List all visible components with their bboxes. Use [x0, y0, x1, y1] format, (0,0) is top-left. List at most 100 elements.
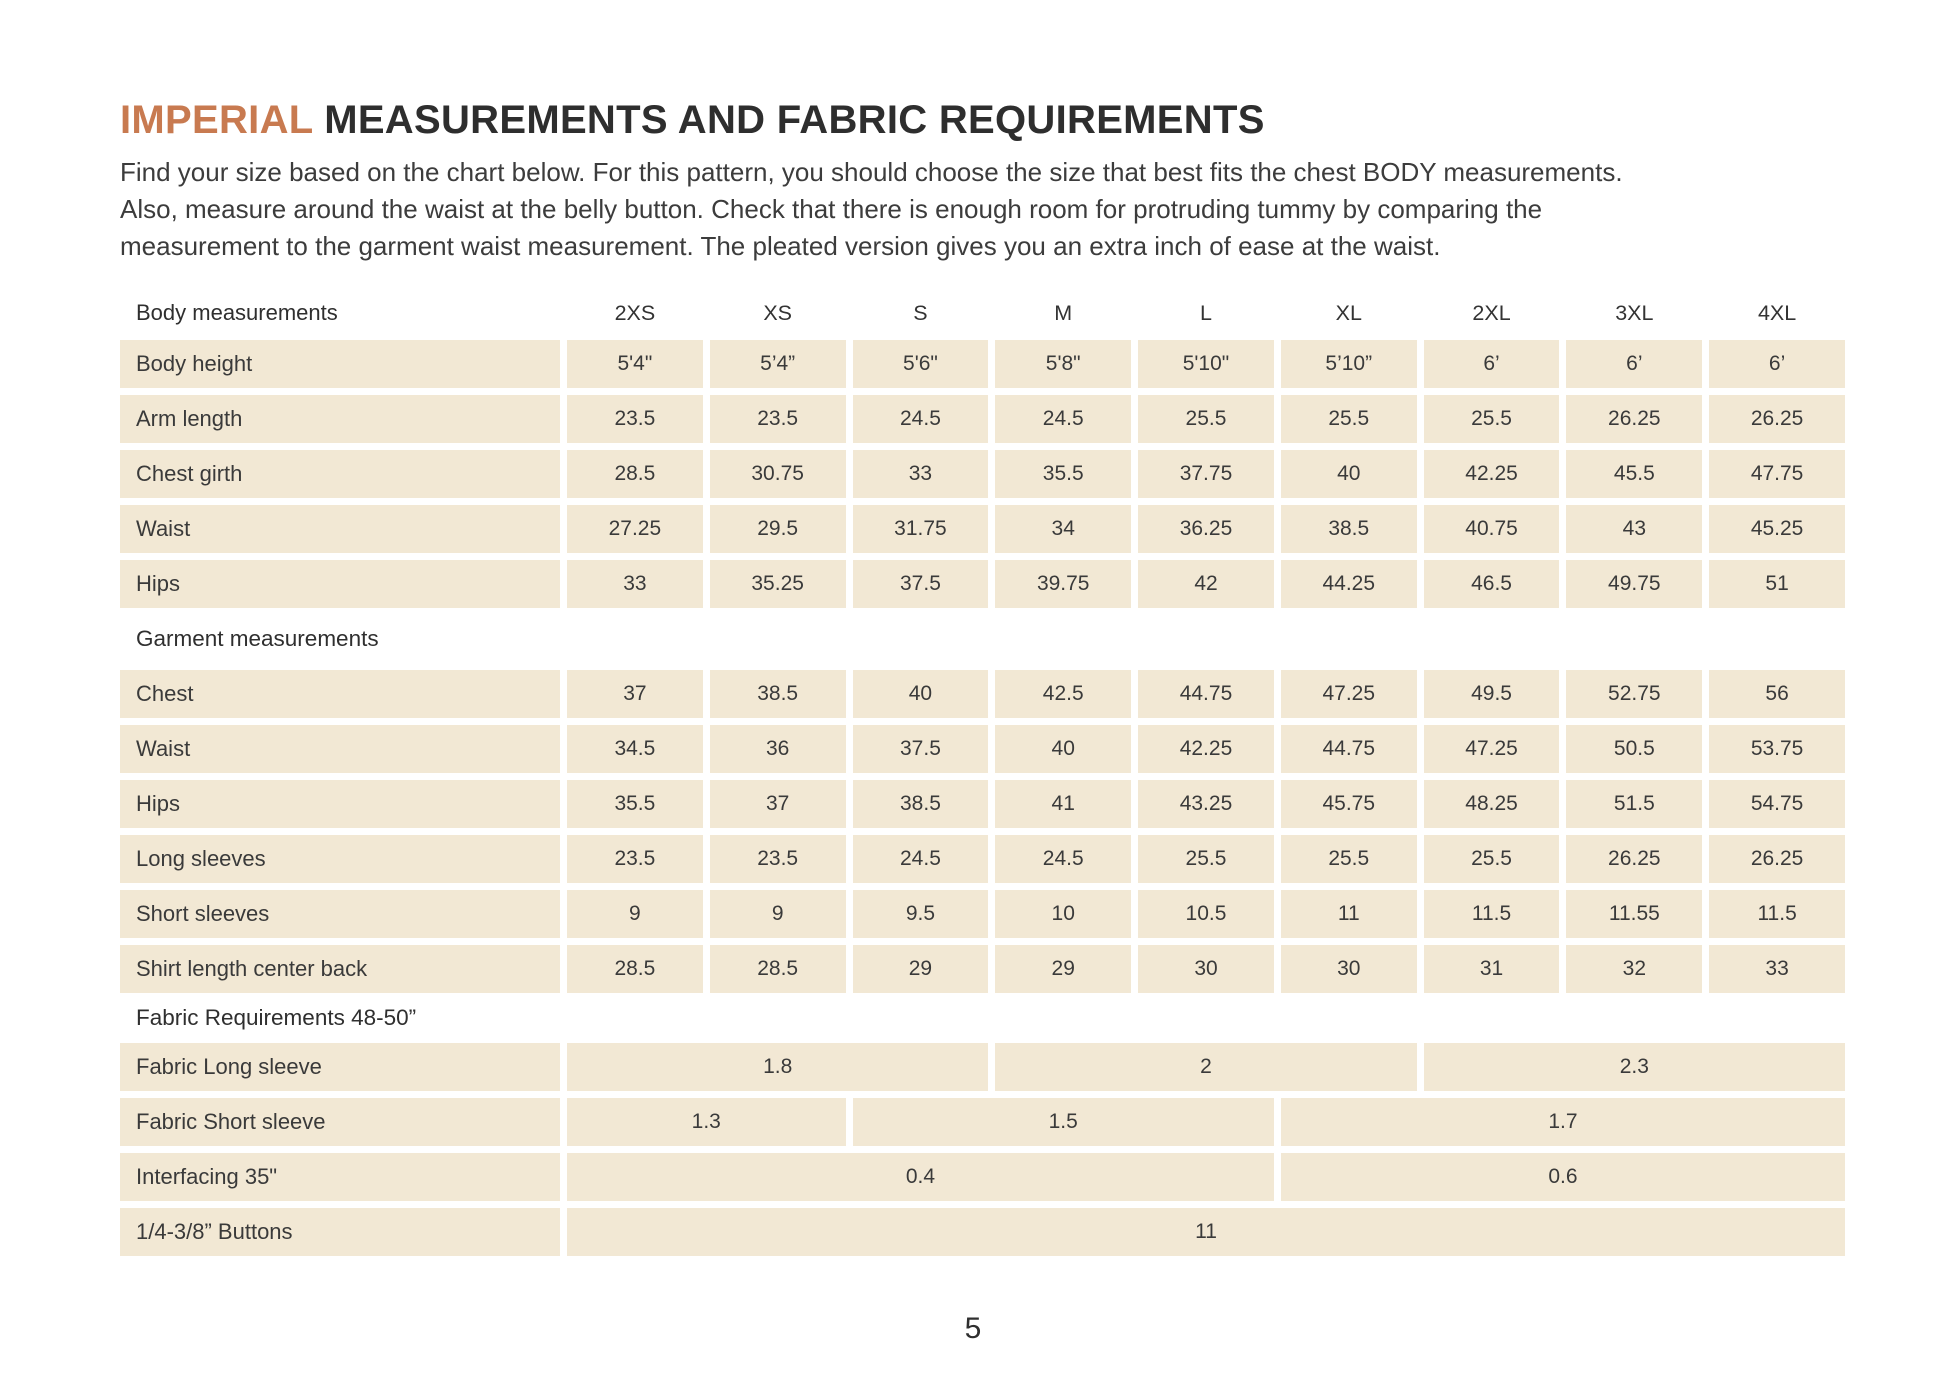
- value-cell: 38.5: [1280, 505, 1417, 553]
- value-cell: 42.5: [995, 670, 1132, 718]
- value-cell: 45.25: [1709, 505, 1845, 553]
- row-label: Fabric Long sleeve: [120, 1043, 560, 1091]
- value-cell: 42: [1138, 560, 1274, 608]
- value-cell: 24.5: [852, 835, 989, 883]
- value-cell: 5’10”: [1280, 340, 1417, 388]
- value-cell: 24.5: [852, 395, 989, 443]
- value-cell: 47.25: [1423, 725, 1560, 773]
- size-column-header: XS: [763, 300, 792, 325]
- value-cell: 25.5: [1138, 395, 1274, 443]
- value-cell: 28.5: [567, 450, 703, 498]
- row-label: Waist: [120, 505, 560, 553]
- value-cell: 44.75: [1138, 670, 1274, 718]
- value-cell: 29: [852, 945, 989, 993]
- value-cell: 26.25: [1709, 835, 1845, 883]
- row-label: Chest girth: [120, 450, 560, 498]
- value-cell: 41: [995, 780, 1132, 828]
- value-cell: 51.5: [1566, 780, 1703, 828]
- row-label: Interfacing 35": [120, 1153, 560, 1201]
- merged-value-cell: 0.6: [1280, 1153, 1845, 1201]
- value-cell: 34: [995, 505, 1132, 553]
- value-cell: 11: [1280, 890, 1417, 938]
- page-title-highlight: IMPERIAL: [120, 98, 313, 142]
- row-label: Shirt length center back: [120, 945, 560, 993]
- value-cell: 37: [709, 780, 846, 828]
- value-cell: 23.5: [709, 835, 846, 883]
- value-cell: 37: [567, 670, 703, 718]
- measurements-table: Body measurements 2XS XS S M L XL 2XL 3XL 4XL Body…: [120, 293, 1845, 1256]
- value-cell: 25.5: [1423, 835, 1560, 883]
- value-cell: 9: [709, 890, 846, 938]
- value-cell: 5'4": [567, 340, 703, 388]
- value-cell: 56: [1709, 670, 1845, 718]
- value-cell: 42.25: [1423, 450, 1560, 498]
- value-cell: 25.5: [1280, 395, 1417, 443]
- value-cell: 24.5: [995, 395, 1132, 443]
- value-cell: 11.5: [1709, 890, 1845, 938]
- value-cell: 38.5: [709, 670, 846, 718]
- value-cell: 33: [852, 450, 989, 498]
- value-cell: 48.25: [1423, 780, 1560, 828]
- row-label: Hips: [120, 560, 560, 608]
- value-cell: 35.5: [567, 780, 703, 828]
- table-header-label: Body measurements: [136, 300, 338, 325]
- value-cell: 37.5: [852, 725, 989, 773]
- value-cell: 53.75: [1709, 725, 1845, 773]
- value-cell: 49.75: [1566, 560, 1703, 608]
- merged-value-cell: 2: [995, 1043, 1417, 1091]
- value-cell: 5'6": [852, 340, 989, 388]
- value-cell: 36.25: [1138, 505, 1274, 553]
- value-cell: 35.5: [995, 450, 1132, 498]
- value-cell: 25.5: [1423, 395, 1560, 443]
- value-cell: 31: [1423, 945, 1560, 993]
- value-cell: 23.5: [567, 835, 703, 883]
- value-cell: 44.25: [1280, 560, 1417, 608]
- value-cell: 45.75: [1280, 780, 1417, 828]
- value-cell: 35.25: [709, 560, 846, 608]
- merged-value-cell: 1.8: [567, 1043, 989, 1091]
- page-title: IMPERIAL MEASUREMENTS AND FABRIC REQUIRE…: [120, 96, 1845, 144]
- value-cell: 6’: [1709, 340, 1845, 388]
- value-cell: 30.75: [709, 450, 846, 498]
- value-cell: 26.25: [1709, 395, 1845, 443]
- value-cell: 10.5: [1138, 890, 1274, 938]
- value-cell: 40.75: [1423, 505, 1560, 553]
- page-content: IMPERIAL MEASUREMENTS AND FABRIC REQUIRE…: [120, 96, 1845, 1256]
- value-cell: 34.5: [567, 725, 703, 773]
- row-label: Hips: [120, 780, 560, 828]
- merged-value-cell: 11: [567, 1208, 1845, 1256]
- size-column-header: 2XL: [1472, 300, 1511, 325]
- value-cell: 28.5: [567, 945, 703, 993]
- intro-paragraph: Find your size based on the chart below.…: [120, 154, 1845, 265]
- value-cell: 42.25: [1138, 725, 1274, 773]
- value-cell: 5'10": [1138, 340, 1274, 388]
- size-column-header: XL: [1335, 300, 1362, 325]
- value-cell: 32: [1566, 945, 1703, 993]
- section-header: Fabric Requirements 48-50”: [136, 1005, 417, 1030]
- value-cell: 36: [709, 725, 846, 773]
- row-label: Long sleeves: [120, 835, 560, 883]
- value-cell: 37.75: [1138, 450, 1274, 498]
- value-cell: 26.25: [1566, 395, 1703, 443]
- size-column-header: 3XL: [1615, 300, 1654, 325]
- size-column-header: S: [913, 300, 928, 325]
- value-cell: 46.5: [1423, 560, 1560, 608]
- value-cell: 26.25: [1566, 835, 1703, 883]
- size-column-header: 4XL: [1757, 300, 1797, 325]
- value-cell: 50.5: [1566, 725, 1703, 773]
- value-cell: 5’4”: [709, 340, 846, 388]
- intro-line: Find your size based on the chart below.…: [120, 157, 1623, 187]
- value-cell: 27.25: [567, 505, 703, 553]
- intro-line: Also, measure around the waist at the be…: [120, 194, 1543, 224]
- value-cell: 6’: [1566, 340, 1703, 388]
- value-cell: 31.75: [852, 505, 989, 553]
- value-cell: 40: [852, 670, 989, 718]
- value-cell: 23.5: [567, 395, 703, 443]
- value-cell: 54.75: [1709, 780, 1845, 828]
- value-cell: 29.5: [709, 505, 846, 553]
- value-cell: 10: [995, 890, 1132, 938]
- value-cell: 43.25: [1138, 780, 1274, 828]
- size-column-header: L: [1200, 300, 1212, 325]
- value-cell: 33: [1709, 945, 1845, 993]
- merged-value-cell: 1.5: [852, 1098, 1274, 1146]
